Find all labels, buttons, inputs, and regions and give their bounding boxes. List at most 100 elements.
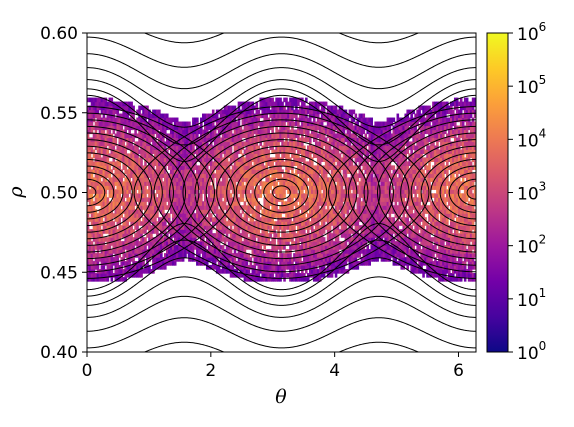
heatmap-cell <box>148 205 151 210</box>
heatmap-cell <box>27 245 30 250</box>
heatmap-cell <box>122 109 125 115</box>
heatmap-cell <box>94 113 98 119</box>
heatmap-cell <box>219 109 223 115</box>
heatmap-cell <box>173 197 177 202</box>
heatmap-cell <box>21 137 24 142</box>
heatmap-cell <box>118 141 122 147</box>
heatmap-cell <box>6 169 9 174</box>
heatmap-cell <box>182 229 185 234</box>
heatmap-cell <box>176 221 179 226</box>
heatmap-cell <box>55 130 58 135</box>
heatmap-cell <box>65 225 68 230</box>
heatmap-cell <box>49 177 52 182</box>
heatmap-cell <box>202 165 205 170</box>
heatmap-cell <box>96 241 100 246</box>
heatmap-cell <box>118 173 122 178</box>
heatmap-cell <box>223 265 227 270</box>
heatmap-cell <box>4 126 7 131</box>
heatmap-cell <box>81 165 84 170</box>
heatmap-cell <box>138 265 141 270</box>
heatmap-cell <box>205 209 209 214</box>
heatmap-cell <box>144 181 147 186</box>
heatmap-cell <box>4 137 7 142</box>
heatmap-cell <box>152 113 155 119</box>
heatmap-cell <box>2 181 5 186</box>
heatmap-cell <box>124 237 127 242</box>
heatmap-cell <box>122 101 125 107</box>
heatmap-cell <box>116 201 120 206</box>
heatmap-cell <box>102 265 106 270</box>
heatmap-cell <box>11 177 14 182</box>
heatmap-cell <box>39 130 42 135</box>
heatmap-cell <box>71 233 74 238</box>
heatmap-cell <box>136 117 139 123</box>
heatmap-cell <box>118 225 122 230</box>
heatmap-cell <box>221 213 225 218</box>
heatmap-cell <box>207 257 211 262</box>
heatmap-cell <box>142 149 145 155</box>
heatmap-cell <box>154 137 157 143</box>
heatmap-cell <box>92 221 96 226</box>
heatmap-cell <box>49 221 52 226</box>
heatmap-cell <box>122 233 125 238</box>
heatmap-cell <box>4 153 7 158</box>
heatmap-cell <box>124 129 127 135</box>
heatmap-cell <box>164 173 167 178</box>
heatmap-cell <box>211 125 215 131</box>
heatmap-cell <box>196 229 199 234</box>
heatmap-cell <box>8 205 11 210</box>
heatmap-cell <box>114 217 118 222</box>
heatmap-cell <box>23 141 26 146</box>
heatmap-cell <box>33 249 36 254</box>
heatmap-cell <box>122 261 125 266</box>
heatmap-cell <box>87 257 90 262</box>
heatmap-cell <box>75 257 78 262</box>
heatmap-cell <box>90 121 94 127</box>
heatmap-cell <box>33 118 36 123</box>
heatmap-cell <box>223 165 227 170</box>
heatmap-cell <box>90 145 94 151</box>
heatmap-cell <box>114 169 118 174</box>
heatmap-cell <box>156 221 159 226</box>
heatmap-cell <box>211 109 215 115</box>
heatmap-cell <box>15 265 18 270</box>
heatmap-cell <box>169 149 173 155</box>
heatmap-cell <box>53 229 56 234</box>
heatmap-cell <box>37 149 40 154</box>
heatmap-cell <box>211 117 215 123</box>
heatmap-cell <box>27 181 30 186</box>
heatmap-cell <box>87 229 90 234</box>
heatmap-cell <box>59 213 62 218</box>
heatmap-cell <box>27 157 30 162</box>
heatmap-cell <box>138 141 141 147</box>
heatmap-cell <box>110 97 114 103</box>
heatmap-cell <box>49 205 52 210</box>
heatmap-cell <box>88 125 92 131</box>
heatmap-cell <box>37 217 40 222</box>
heatmap-cell <box>69 145 72 150</box>
heatmap-cell <box>196 141 199 147</box>
heatmap-cell <box>207 181 211 186</box>
heatmap-cell <box>209 165 213 170</box>
heatmap-cell <box>126 265 129 270</box>
heatmap-cell <box>106 181 110 186</box>
heatmap-cell <box>160 237 163 242</box>
heatmap-cell <box>134 273 137 278</box>
heatmap-cell <box>122 245 125 250</box>
heatmap-cell <box>39 209 42 214</box>
heatmap-cell <box>124 261 127 266</box>
heatmap-cell <box>229 201 233 206</box>
heatmap-cell <box>186 193 189 198</box>
heatmap-cell <box>87 165 90 170</box>
heatmap-cell <box>47 249 50 254</box>
heatmap-cell <box>96 141 100 147</box>
heatmap-cell <box>186 121 189 127</box>
heatmap-cell <box>223 261 227 266</box>
heatmap-cell <box>167 177 171 182</box>
heatmap-cell <box>19 165 22 170</box>
heatmap-cell <box>63 245 66 250</box>
heatmap-cell <box>233 201 237 206</box>
heatmap-cell <box>25 126 28 131</box>
heatmap-cell <box>182 225 185 230</box>
heatmap-cell <box>190 253 193 258</box>
